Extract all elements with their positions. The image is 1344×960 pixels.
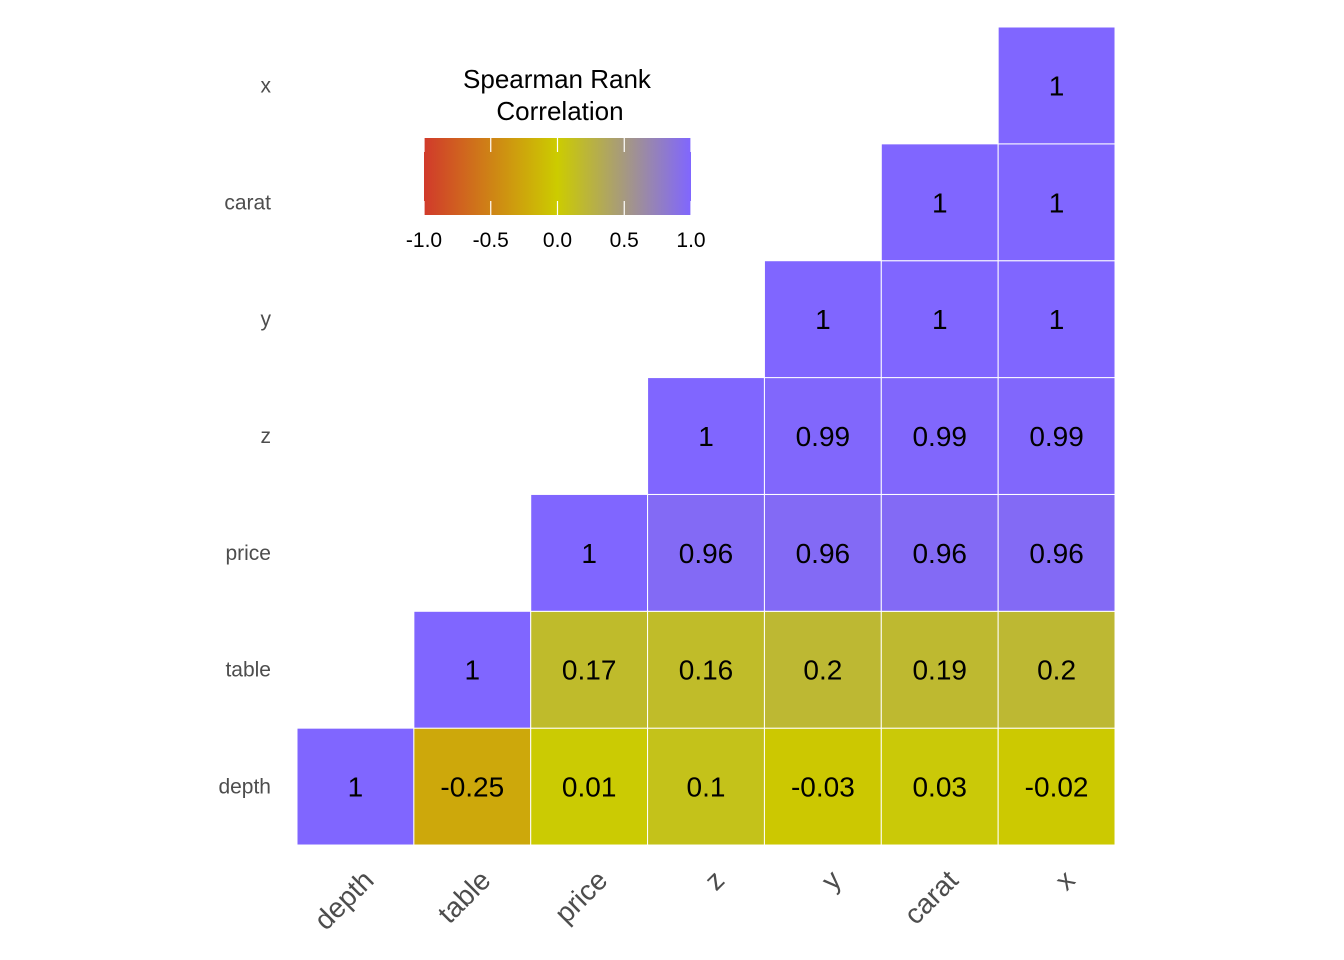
cell-label-price-price: 1 (581, 538, 597, 569)
heatmap-cell-depth-depth (296, 727, 415, 846)
heatmap-cell-x-table (997, 610, 1116, 729)
legend-tick-label-3: 0.5 (610, 229, 639, 252)
cell-label-x-carat: 1 (1049, 187, 1065, 218)
heatmap-cell-z-z (647, 377, 765, 495)
cell-label-z-table: 0.16 (679, 655, 734, 686)
heatmap-cell-y-z (763, 377, 882, 495)
heatmap-cell-table-table (413, 610, 532, 729)
heatmap-cell-x-price (997, 493, 1116, 612)
y-tick-price: price (225, 542, 271, 565)
heatmap-cell-y-y (763, 260, 882, 379)
y-tick-depth: depth (218, 776, 271, 799)
heatmap-cell-price-table (530, 610, 649, 729)
legend-title-line-1: Spearman Rank (463, 64, 652, 94)
y-tick-z: z (261, 425, 272, 448)
cell-label-y-depth: -0.03 (791, 772, 855, 803)
x-tick-table: table (432, 864, 497, 929)
heatmap-cell-z-depth (647, 727, 765, 846)
cell-label-y-z: 0.99 (796, 421, 851, 452)
y-tick-carat: carat (224, 191, 271, 214)
cell-label-x-depth: -0.02 (1025, 772, 1089, 803)
x-axis-ticks: depth table price z y carat x (308, 864, 1081, 936)
heatmap-cell-x-x (997, 26, 1116, 145)
cell-label-carat-y: 1 (932, 304, 948, 335)
x-tick-z: z (698, 864, 730, 896)
cell-label-depth-depth: 1 (348, 772, 364, 803)
heatmap-cell-z-table (647, 610, 765, 729)
heatmap-cell-table-depth (413, 727, 532, 846)
legend-title-line-2: Correlation (496, 96, 623, 126)
cell-label-price-table: 0.17 (562, 655, 617, 686)
cell-label-z-price: 0.96 (679, 538, 734, 569)
cell-label-x-z: 0.99 (1029, 421, 1084, 452)
cell-label-x-y: 1 (1049, 304, 1065, 335)
cell-label-carat-depth: 0.03 (912, 772, 967, 803)
cell-label-x-x: 1 (1049, 70, 1065, 101)
cell-label-y-table: 0.2 (803, 655, 842, 686)
cell-label-carat-carat: 1 (932, 187, 948, 218)
legend-tick-label-4: 1.0 (676, 229, 705, 252)
legend-tick-label-0: -1.0 (406, 229, 442, 252)
cell-label-z-z: 1 (698, 421, 714, 452)
heatmap-cell-z-price (647, 493, 765, 612)
cell-label-y-y: 1 (815, 304, 831, 335)
heatmap-cell-x-depth (997, 727, 1116, 846)
heatmap-cell-carat-depth (880, 727, 999, 846)
heatmap-cell-x-carat (997, 143, 1116, 262)
y-tick-table: table (225, 659, 271, 682)
cell-label-carat-table: 0.19 (912, 655, 967, 686)
cell-label-carat-z: 0.99 (912, 421, 967, 452)
legend-ticks: -1.0 -0.5 0.0 0.5 1.0 (406, 138, 706, 252)
color-legend: Spearman Rank Correlation -1.0 -0.5 0.0 0.5… (406, 64, 706, 252)
legend-tick-label-1: -0.5 (473, 229, 509, 252)
y-axis-ticks: x carat y z price table depth (218, 74, 271, 798)
x-tick-y: y (815, 864, 847, 896)
heatmap-cells: 1 -0.25 0.01 0.1 -0.03 0.03 -0.021 0.17 0.16 0.2 0… (296, 26, 1116, 846)
cell-label-x-price: 0.96 (1029, 538, 1084, 569)
x-tick-x: x (1049, 864, 1081, 896)
x-tick-carat: carat (898, 864, 964, 930)
cell-label-x-table: 0.2 (1037, 655, 1076, 686)
x-tick-price: price (549, 864, 614, 929)
heatmap-cell-price-price (530, 493, 649, 612)
cell-label-price-depth: 0.01 (562, 772, 617, 803)
heatmap-cell-x-y (997, 260, 1116, 379)
y-tick-x: x (261, 74, 272, 97)
cell-label-y-price: 0.96 (796, 538, 851, 569)
heatmap-cell-y-depth (763, 727, 882, 846)
heatmap-cell-carat-price (880, 493, 999, 612)
cell-label-z-depth: 0.1 (687, 772, 726, 803)
y-tick-y: y (261, 308, 272, 331)
cell-label-table-depth: -0.25 (440, 772, 504, 803)
cell-label-carat-price: 0.96 (912, 538, 967, 569)
legend-tick-label-2: 0.0 (543, 229, 572, 252)
heatmap-cell-carat-z (880, 377, 999, 495)
heatmap-cell-carat-table (880, 610, 999, 729)
x-tick-depth: depth (308, 864, 379, 935)
cell-label-table-table: 1 (465, 655, 481, 686)
heatmap-cell-y-price (763, 493, 882, 612)
